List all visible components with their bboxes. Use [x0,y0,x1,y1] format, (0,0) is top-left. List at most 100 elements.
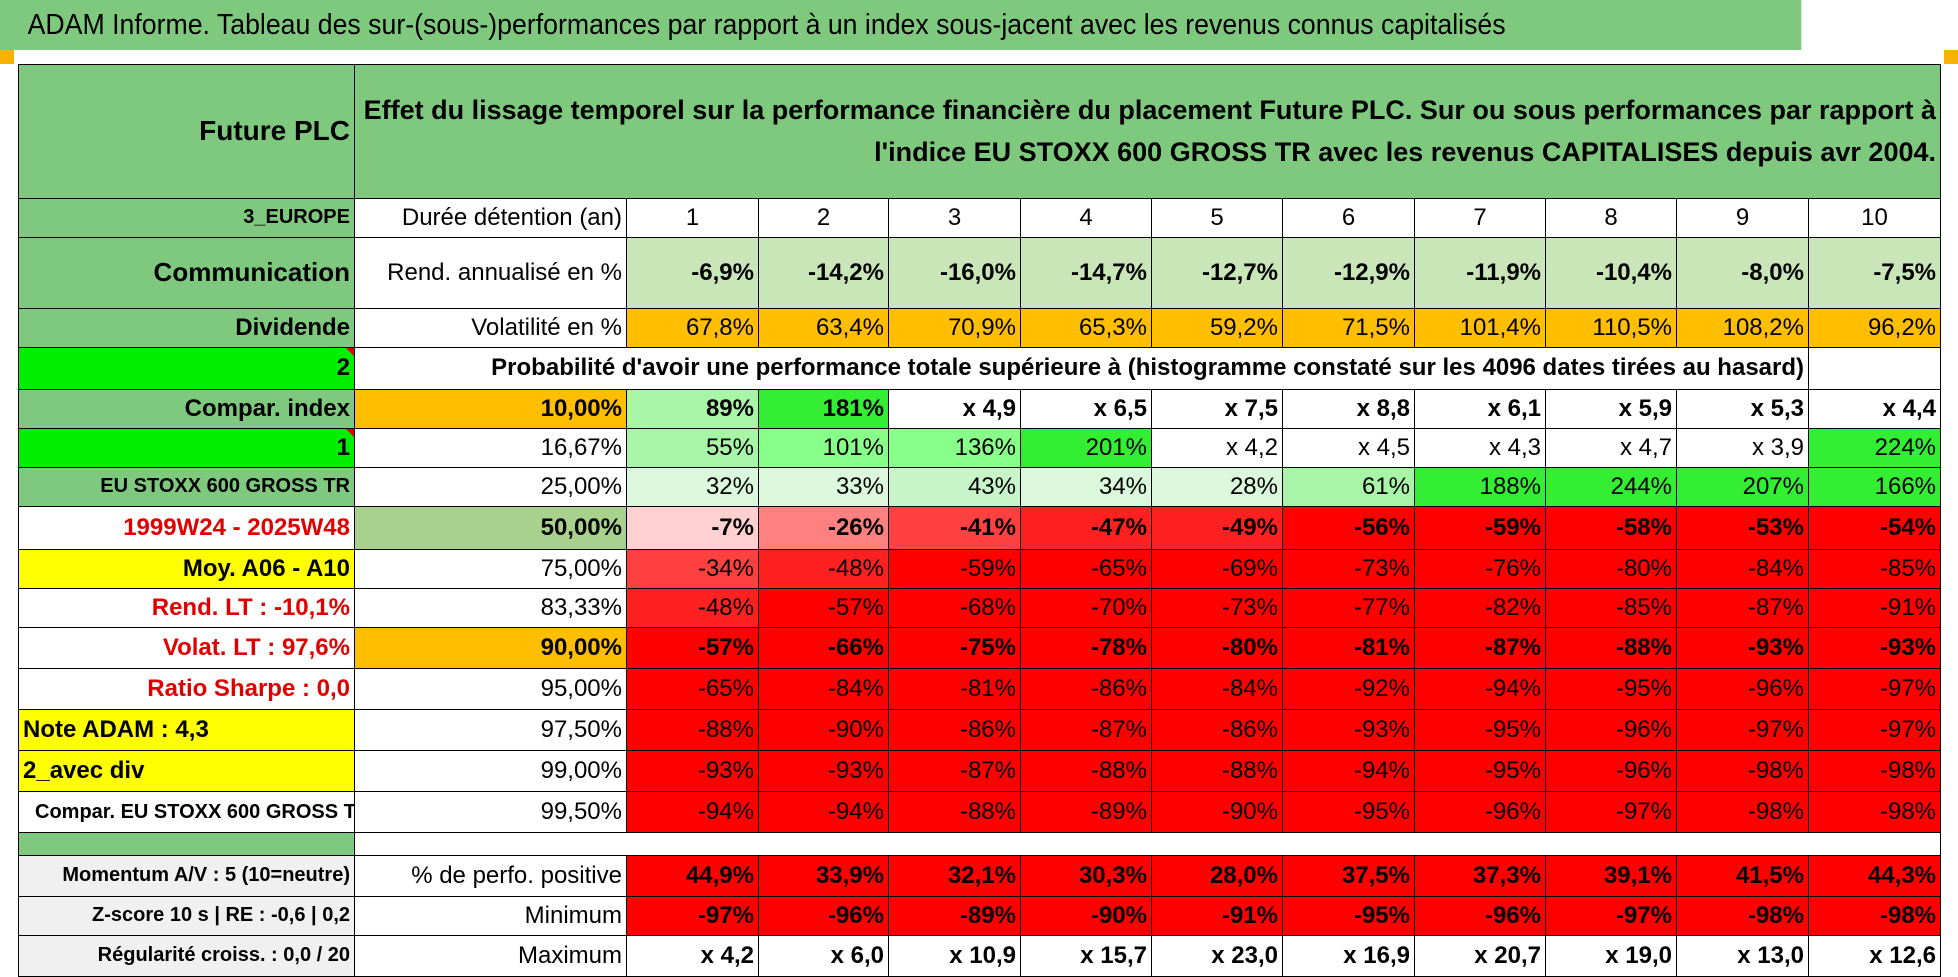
pos-cell: 28,0% [1151,854,1283,897]
min-cell: -97% [1545,895,1677,936]
prob-cell: -68% [888,587,1021,628]
max-cell: x 6,0 [758,934,889,977]
prob-cell: -57% [758,587,889,628]
min-cell: -91% [1151,895,1283,936]
proba-label: Probabilité d'avoir une performance tota… [354,347,1809,390]
vol-cell: 70,9% [888,308,1021,349]
prob-cell: x 4,3 [1414,427,1546,468]
prob-cell: -66% [758,626,889,669]
prob-cell: -80% [1151,626,1283,669]
prob-cell: -85% [1807,548,1942,589]
pos-cell: 44,3% [1807,854,1942,897]
rend-cell: -16,0% [888,236,1021,310]
prob-cell: -97% [1676,708,1809,751]
prob-cell: -81% [1282,626,1415,669]
rend-cell: -6,9% [626,236,759,310]
prob-cell: -48% [758,548,889,589]
threshold-cell: 25,00% [354,466,627,507]
prob-cell: -57% [626,626,759,669]
prob-cell: -7% [626,505,759,550]
momentum-label: Momentum A/V : 5 (10=neutre) [18,854,355,897]
prob-cell: -90% [758,708,889,751]
prob-cell: 181% [758,388,889,429]
prob-cell: -41% [888,505,1021,550]
rend-cell: -12,7% [1151,236,1283,310]
year-header-2: 2 [758,197,889,238]
prob-cell: -98% [1676,791,1809,834]
prob-cell: 32% [626,466,759,507]
max-cell: x 20,7 [1414,934,1546,977]
prob-cell: 201% [1020,427,1152,468]
prob-cell: 43% [888,466,1021,507]
volat-lt-label: Volat. LT : 97,6% [18,626,355,669]
pos-label: % de perfo. positive [354,854,627,897]
threshold-cell: 83,33% [354,587,627,628]
rend-label: Rend. annualisé en % [354,236,627,310]
pos-cell: 44,9% [626,854,759,897]
region-label: 3_EUROPE [18,197,355,238]
prob-cell: -98% [1807,791,1942,834]
prob-cell: -94% [758,791,889,834]
year-header-4: 4 [1020,197,1152,238]
compar-index-label: Compar. index [18,388,355,429]
prob-cell: 34% [1020,466,1152,507]
prob-cell: -93% [1807,626,1942,669]
prob-cell: -88% [888,791,1021,834]
prob-cell: 244% [1545,466,1677,507]
spacer-green [18,832,355,856]
rend-cell: -14,7% [1020,236,1152,310]
rend-cell: -14,2% [758,236,889,310]
prob-cell: -54% [1807,505,1942,550]
dividend-label: Dividende [18,308,355,349]
prob-cell: x 4,2 [1151,427,1283,468]
prob-cell: -84% [1676,548,1809,589]
prob-cell: -95% [1282,791,1415,834]
min-cell: -95% [1282,895,1415,936]
compar-full-label: Compar. EU STOXX 600 GROSS TR [18,791,355,834]
year-header-9: 9 [1676,197,1809,238]
rend-cell: -10,4% [1545,236,1677,310]
vol-cell: 101,4% [1414,308,1546,349]
prob-cell: -58% [1545,505,1677,550]
max-cell: x 15,7 [1020,934,1152,977]
prob-cell: x 8,8 [1282,388,1415,429]
pos-cell: 32,1% [888,854,1021,897]
vol-label: Volatilité en % [354,308,627,349]
max-cell: x 4,2 [626,934,759,977]
prob-cell: -73% [1282,548,1415,589]
vol-cell: 71,5% [1282,308,1415,349]
pos-cell: 37,3% [1414,854,1546,897]
prob-cell: -88% [1151,749,1283,793]
prob-cell: 166% [1807,466,1942,507]
rend-cell: -11,9% [1414,236,1546,310]
vol-cell: 108,2% [1676,308,1809,349]
prob-cell: -88% [626,708,759,751]
prob-cell: -96% [1545,749,1677,793]
prob-cell: -65% [626,667,759,710]
vol-cell: 65,3% [1020,308,1152,349]
threshold-cell: 16,67% [354,427,627,468]
note-adam-label: Note ADAM : 4,3 [18,708,355,751]
max-cell: x 19,0 [1545,934,1677,977]
year-header-1: 1 [626,197,759,238]
prob-cell: -70% [1020,587,1152,628]
prob-cell: -47% [1020,505,1152,550]
prob-cell: -48% [626,587,759,628]
sector-label: Communication [18,236,355,310]
prob-cell: -85% [1545,587,1677,628]
performance-table: Future PLC Effet du lissage temporel sur… [18,64,1942,977]
prob-cell: -76% [1414,548,1546,589]
prob-cell: -53% [1676,505,1809,550]
prob-cell: 89% [626,388,759,429]
max-cell: x 23,0 [1151,934,1283,977]
prob-cell: 188% [1414,466,1546,507]
threshold-cell: 97,50% [354,708,627,751]
threshold-cell: 90,00% [354,626,627,669]
threshold-cell: 99,50% [354,791,627,834]
count-cell: 2 [18,347,355,390]
prob-cell: -97% [1807,667,1942,710]
pos-cell: 41,5% [1676,854,1809,897]
prob-cell: -26% [758,505,889,550]
max-cell: x 10,9 [888,934,1021,977]
prob-cell: -98% [1807,749,1942,793]
